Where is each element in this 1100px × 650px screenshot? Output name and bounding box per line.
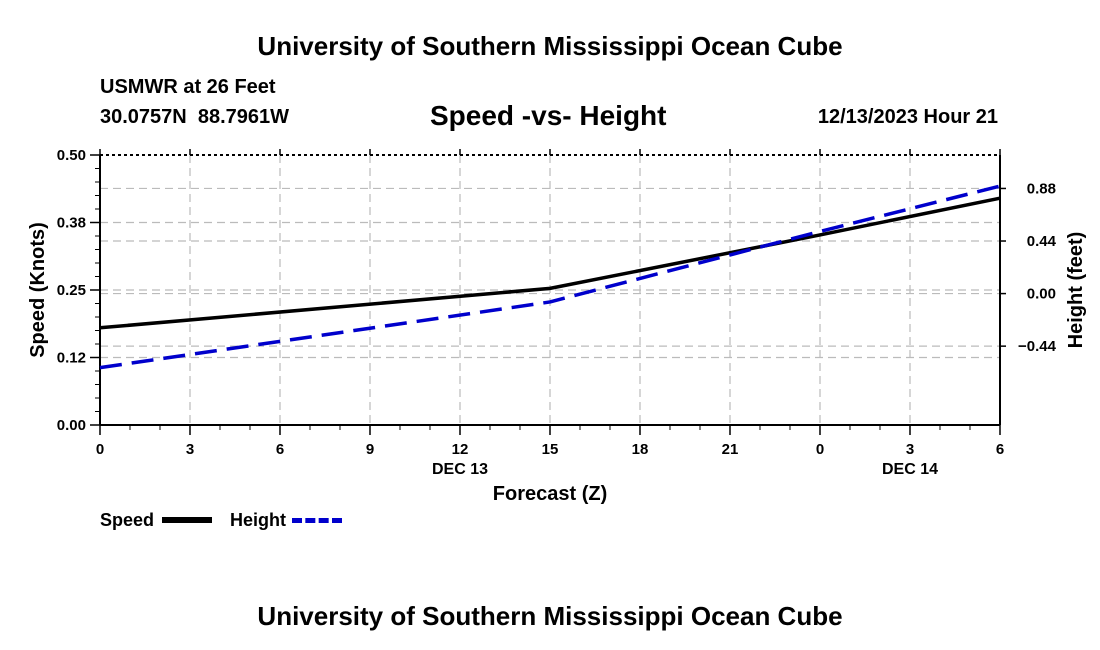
- chart-subtitle: Speed -vs- Height: [430, 100, 667, 131]
- y-axis-label: Speed (Knots): [27, 222, 49, 358]
- y-tick-label: 0.25: [57, 282, 86, 299]
- y2-tick-label: 0.00: [1027, 286, 1056, 303]
- y2-tick-label: 0.44: [1027, 233, 1057, 250]
- legend-speed-label: Speed: [100, 510, 155, 530]
- x-tick-label: 3: [186, 441, 194, 458]
- y2-tick-label: −0.44: [1018, 338, 1057, 355]
- x-tick-label: 3: [906, 441, 914, 458]
- y-tick-label: 0.12: [57, 350, 86, 367]
- station-label: USMWR at 26 Feet: [100, 76, 276, 98]
- legend-speed-swatch: [162, 517, 212, 523]
- footer-title: University of Southern Mississippi Ocean…: [257, 601, 843, 631]
- date-label: DEC 14: [882, 461, 938, 478]
- y-tick-label: 0.00: [57, 417, 86, 434]
- legend-height-label: Height: [230, 510, 286, 530]
- height-series-line: [99, 184, 1001, 370]
- x-tick-label: 0: [816, 441, 824, 458]
- y2-axis-label: Height (feet): [1065, 232, 1087, 349]
- x-tick-label: 6: [996, 441, 1004, 458]
- x-tick-label: 21: [722, 441, 739, 458]
- x-tick-label: 15: [542, 441, 559, 458]
- date-label: DEC 13: [432, 461, 488, 478]
- longitude: 88.7961W: [197, 106, 290, 128]
- y-tick-label: 0.38: [57, 215, 86, 232]
- x-axis-label: Forecast (Z): [493, 483, 607, 505]
- main-title: University of Southern Mississippi Ocean…: [257, 31, 843, 61]
- forecast-datetime: 12/13/2023 Hour 21: [817, 106, 998, 128]
- speed-series-line: [99, 196, 1001, 330]
- x-tick-label: 9: [366, 441, 374, 458]
- series-lines: [99, 184, 1001, 370]
- x-tick-label: 12: [452, 441, 469, 458]
- legend-height-swatch: [292, 518, 342, 523]
- ticks: [90, 149, 1006, 435]
- speed-height-chart: 0 3 6 9 12 15 18 21 0 3 6 DEC 13 DEC 14 0.00 0.12 0.25 0…: [27, 147, 1087, 505]
- x-tick-label: 18: [632, 441, 649, 458]
- tick-labels: 0 3 6 9 12 15 18 21 0 3 6 DEC 13 DEC 14 0.00 0.12 0.25 0…: [57, 147, 1057, 478]
- coordinates: 30.0757N 88.7961W: [100, 106, 289, 129]
- latitude: 30.0757N: [100, 106, 187, 128]
- y2-tick-label: 0.88: [1027, 180, 1056, 197]
- x-tick-label: 0: [96, 441, 104, 458]
- y-tick-label: 0.50: [57, 147, 86, 164]
- x-tick-label: 6: [276, 441, 284, 458]
